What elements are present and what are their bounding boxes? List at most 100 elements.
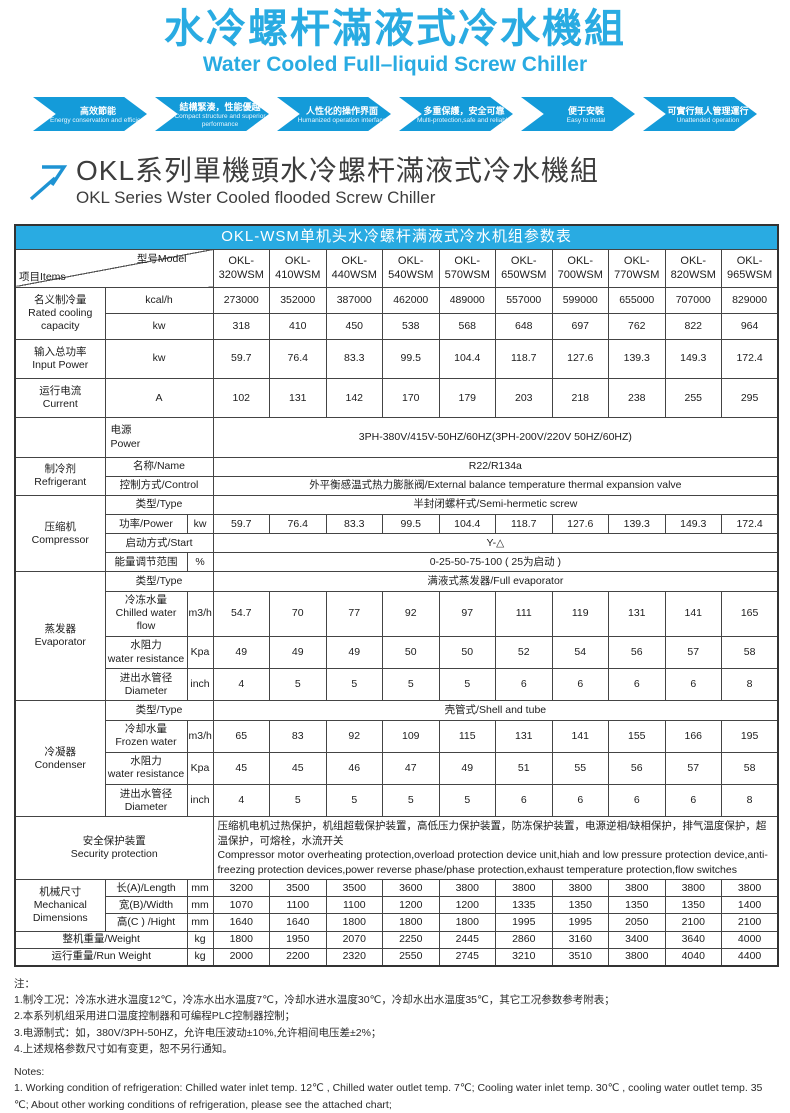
protection-paragraph: 压缩机电机过热保护，机组超载保护装置，高低压力保护装置，防冻保护装置，电源逆相/… bbox=[217, 820, 767, 847]
value-cell: 3800 bbox=[608, 879, 666, 898]
value-cell: 1100 bbox=[325, 896, 383, 915]
feature-label-cn: 人性化的操作界面 bbox=[305, 105, 378, 116]
table-row: 电源 Power 3PH-380V/415V-50HZ/60HZ(3PH-200V… bbox=[14, 417, 779, 458]
table-row: 蒸发器 Evaporator 类型/Type 满液式蒸发器/Full evapora… bbox=[14, 571, 779, 702]
value-cell: 170 bbox=[382, 378, 440, 419]
merged-value-cell: 外平衡感温式热力膨胀阀/External balance temperature… bbox=[212, 475, 779, 496]
table-row: 冷却水量 Frozen water m3/h 65 83 92 109 115 131 141 1… bbox=[15, 719, 779, 753]
model-prefix: OKL- bbox=[454, 254, 481, 267]
value-cell: 3160 bbox=[551, 930, 609, 949]
table-row: 冷凝器 Condenser 类型/Type 壳管式/Shell and tube bbox=[14, 700, 779, 818]
value-cell: 97 bbox=[438, 590, 496, 637]
model-header-row: 型号Model 项目Items OKL- 320WSM OKL- 410WSM OKL- 44… bbox=[14, 248, 779, 288]
value-cell: 3800 bbox=[721, 879, 779, 898]
value-cell: 3400 bbox=[608, 930, 666, 949]
row-label-cell: 运行重量/Run Weight bbox=[14, 947, 188, 967]
model-header-cell: OKL- 410WSM bbox=[269, 248, 327, 288]
row-label-cell: 类型/Type bbox=[104, 571, 214, 592]
value-cell: 2445 bbox=[438, 930, 496, 949]
value-cell: 1640 bbox=[269, 913, 327, 932]
feature-label-en: Energy conservation and efficient bbox=[50, 116, 146, 124]
value-cell: 273000 bbox=[212, 286, 270, 314]
merged-value-cell: Y-△ bbox=[212, 533, 779, 554]
value-cell: 166 bbox=[664, 719, 722, 753]
merged-value-cell: R22/R134a bbox=[212, 456, 779, 477]
value-cell: 2200 bbox=[269, 947, 327, 967]
value-cell: 49 bbox=[269, 635, 327, 670]
value-cell: 118.7 bbox=[495, 338, 553, 380]
value-cell: 3800 bbox=[438, 879, 496, 898]
merged-value-cell: 3PH-380V/415V-50HZ/60HZ(3PH-200V/220V 50… bbox=[212, 417, 779, 458]
row-label-cell: kw bbox=[104, 312, 214, 340]
model-header-cell: OKL- 700WSM bbox=[551, 248, 609, 288]
value-cell: 410 bbox=[269, 312, 327, 340]
value-cell: 127.6 bbox=[551, 338, 609, 380]
value-cell: 762 bbox=[608, 312, 666, 340]
model-header-cell: OKL- 320WSM bbox=[212, 248, 270, 288]
value-cell: 238 bbox=[608, 378, 666, 419]
series-title-en: OKL Series Wster Cooled flooded Screw Ch… bbox=[76, 188, 436, 208]
unit-cell: m3/h bbox=[186, 590, 214, 637]
value-cell: 3800 bbox=[495, 879, 553, 898]
value-cell: 5 bbox=[269, 668, 327, 702]
value-cell: 56 bbox=[608, 751, 666, 786]
merged-value-cell: 满液式蒸发器/Full evaporator bbox=[212, 571, 779, 592]
page-header: 水冷螺杆滿液式冷水機組 Water Cooled Full–liquid Scr… bbox=[0, 6, 790, 77]
value-cell: 52 bbox=[495, 635, 553, 670]
model-prefix: OKL- bbox=[567, 254, 594, 267]
value-cell: 6 bbox=[664, 668, 722, 702]
corner-items-label: 项目Items bbox=[19, 271, 66, 284]
category-cell: 冷凝器 Condenser bbox=[14, 700, 106, 818]
model-suffix: 320WSM bbox=[218, 269, 264, 282]
value-cell: 50 bbox=[382, 635, 440, 670]
value-cell: 5 bbox=[325, 668, 383, 702]
row-label-cell: 长(A)/Length bbox=[104, 879, 188, 898]
protection-paragraph: Compressor motor overheating protection,… bbox=[217, 849, 768, 876]
value-cell: 46 bbox=[325, 751, 383, 786]
value-cell: 155 bbox=[608, 719, 666, 753]
model-suffix: 570WSM bbox=[444, 269, 490, 282]
model-prefix: OKL- bbox=[397, 254, 424, 267]
row-label-cell: 类型/Type bbox=[104, 494, 214, 516]
model-header-cell: OKL- 770WSM bbox=[608, 248, 666, 288]
value-cell: 76.4 bbox=[269, 338, 327, 380]
value-cell: 76.4 bbox=[269, 514, 327, 535]
value-cell: 65 bbox=[212, 719, 270, 753]
value-cell: 3800 bbox=[664, 879, 722, 898]
row-label-cell: 进出水管径 Diameter bbox=[104, 668, 188, 702]
value-cell: 172.4 bbox=[721, 338, 779, 380]
value-cell: 599000 bbox=[551, 286, 609, 314]
series-title-cn: OKL系列單機頭水冷螺杆滿液式冷水機組 bbox=[76, 155, 600, 186]
feature-banner: 便于安裝 Easy to instal bbox=[521, 97, 635, 131]
value-cell: 57 bbox=[664, 751, 722, 786]
value-cell: 1800 bbox=[438, 913, 496, 932]
row-label-cell: 进出水管径 Diameter bbox=[104, 784, 188, 818]
value-cell: 149.3 bbox=[664, 338, 722, 380]
model-header-cell: OKL- 440WSM bbox=[325, 248, 383, 288]
value-cell: 1350 bbox=[551, 896, 609, 915]
value-cell: 822 bbox=[664, 312, 722, 340]
model-prefix: OKL- bbox=[228, 254, 255, 267]
value-cell: 1200 bbox=[382, 896, 440, 915]
value-cell: 2000 bbox=[212, 947, 270, 967]
value-cell: 2860 bbox=[495, 930, 553, 949]
value-cell: 964 bbox=[721, 312, 779, 340]
category-cell: 压缩机 Compressor bbox=[14, 494, 106, 573]
value-cell: 54.7 bbox=[212, 590, 270, 637]
value-cell: 49 bbox=[212, 635, 270, 670]
value-cell: 655000 bbox=[608, 286, 666, 314]
unit-cell: m3/h bbox=[186, 719, 214, 753]
value-cell: 1335 bbox=[495, 896, 553, 915]
unit-cell: mm bbox=[186, 896, 214, 915]
row-label-cell: kw bbox=[104, 338, 214, 380]
table-row: 安全保护装置 Security protection 压缩机电机过热保护，机组超载… bbox=[14, 816, 779, 881]
table-row: 机械尺寸 Mechanical Dimensions 长(A)/Length mm 3… bbox=[14, 879, 779, 932]
note-cn-line: 4.上述规格参数尺寸如有变更，恕不另行通知。 bbox=[14, 1042, 233, 1055]
value-cell: 3500 bbox=[325, 879, 383, 898]
category-cell: 安全保护装置 Security protection bbox=[14, 816, 214, 881]
category-cell: 输入总功率 Input Power bbox=[14, 338, 106, 380]
feature-banner: 人性化的操作界面 Humanized operation interface bbox=[277, 97, 391, 131]
model-suffix: 540WSM bbox=[388, 269, 434, 282]
feature-label-en: Humanized operation interface bbox=[297, 116, 387, 124]
model-header-cell: OKL- 650WSM bbox=[495, 248, 553, 288]
